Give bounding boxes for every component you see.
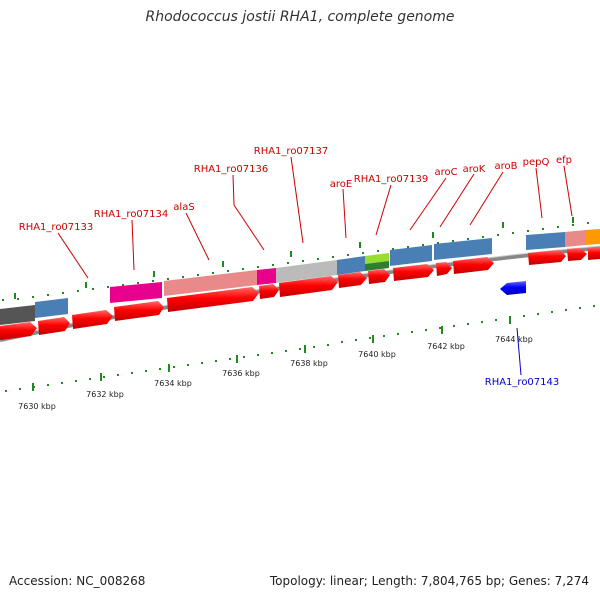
gene-label[interactable]: aroB [495, 161, 518, 172]
gene-arrow[interactable] [167, 287, 259, 312]
track-segment[interactable] [365, 261, 389, 271]
gene-label[interactable]: aroK [463, 164, 486, 175]
gene-label[interactable]: pepQ [523, 157, 550, 168]
kbp-label: 7634 kbp [154, 379, 192, 388]
kbp-label: 7632 kbp [86, 390, 124, 399]
track-segment[interactable] [276, 260, 337, 283]
track-segment[interactable] [434, 238, 492, 260]
track-segment[interactable] [365, 253, 389, 264]
gene-arrow[interactable] [114, 301, 164, 321]
gene-arrow[interactable] [0, 322, 37, 340]
track-segment[interactable] [257, 268, 276, 285]
upper-tick-marks [2, 222, 589, 301]
gene-arrow[interactable] [259, 284, 279, 299]
gene-arrow[interactable] [38, 317, 70, 335]
accession-text: Accession: NC_008268 [9, 574, 146, 588]
kbp-label: 7644 kbp [495, 335, 533, 344]
track-segment[interactable] [110, 282, 162, 303]
gene-arrow[interactable] [393, 264, 434, 281]
gene-label[interactable]: RHA1_ro07133 [19, 222, 94, 233]
track-segment[interactable] [586, 229, 600, 245]
scale-minor-ticks [5, 305, 595, 392]
gene-arrow[interactable] [279, 276, 338, 297]
forward-genes [0, 247, 600, 340]
track-segment[interactable] [565, 230, 586, 247]
reverse-label-leader [516, 327, 522, 376]
feature-track [0, 229, 600, 325]
track-segment[interactable] [526, 232, 565, 250]
track-segment[interactable] [35, 298, 68, 318]
gene-arrow[interactable] [453, 257, 494, 274]
kbp-label: 7630 kbp [18, 402, 56, 411]
kbp-label: 7640 kbp [358, 350, 396, 359]
gene-label[interactable]: aroC [434, 167, 457, 178]
track-segment[interactable] [337, 256, 365, 275]
gene-arrow[interactable] [338, 272, 367, 288]
label-leader-lines [57, 156, 573, 279]
gene-arrow[interactable] [368, 269, 390, 284]
track-segment[interactable] [0, 305, 35, 325]
gene-label[interactable]: RHA1_ro07134 [94, 209, 169, 220]
kbp-label: 7636 kbp [222, 369, 260, 378]
topology-text: Topology: linear; Length: 7,804,765 bp; … [269, 574, 589, 588]
reverse-gene-arrow[interactable] [500, 281, 526, 295]
upper-major-ticks [14, 217, 574, 299]
gene-arrow[interactable] [528, 250, 566, 265]
gene-label[interactable]: efp [556, 155, 572, 166]
gene-label[interactable]: RHA1_ro07137 [254, 146, 329, 157]
gene-label[interactable]: alaS [173, 202, 194, 213]
gene-label[interactable]: RHA1_ro07139 [354, 174, 429, 185]
kbp-label: 7638 kbp [290, 359, 328, 368]
kbp-label: 7642 kbp [427, 342, 465, 351]
track-segment[interactable] [390, 245, 432, 266]
gene-label[interactable]: RHA1_ro07136 [194, 164, 269, 175]
gene-arrow[interactable] [588, 247, 600, 260]
gene-arrow[interactable] [436, 262, 452, 276]
track-segment[interactable] [164, 270, 257, 296]
gene-arrow[interactable] [567, 248, 587, 261]
gene-label[interactable]: aroE [330, 179, 352, 190]
reverse-gene-label[interactable]: RHA1_ro07143 [485, 377, 560, 388]
map-title: Rhodococcus jostii RHA1, complete genome [145, 9, 455, 25]
gene-arrow[interactable] [72, 310, 113, 329]
scale-major-ticks [32, 316, 511, 391]
